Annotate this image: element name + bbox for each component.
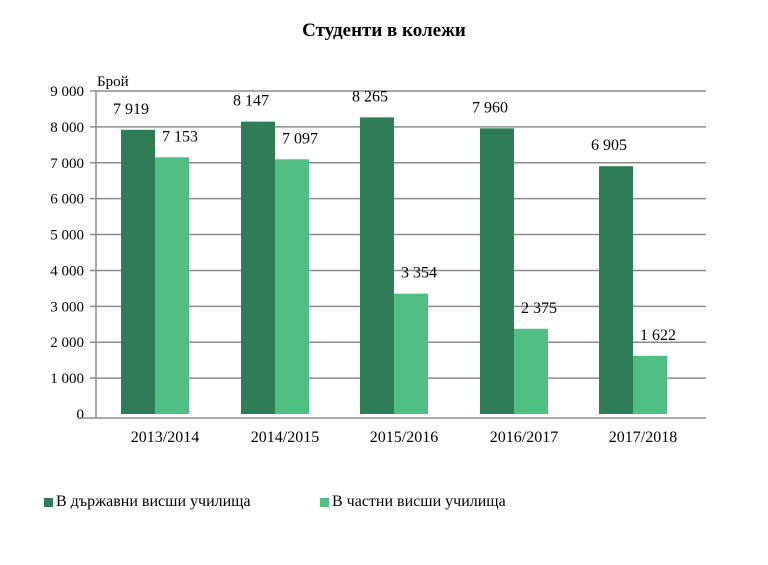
data-label: 1 622 [640,327,676,344]
legend-label-private: В частни висши училища [332,493,506,510]
bar-state [480,128,514,414]
bar-private [394,293,428,414]
y-tick-label: 5 000 [50,228,84,244]
bar-state [360,117,394,415]
data-label: 7 153 [162,128,198,145]
bar-state [599,166,633,414]
legend-item-state: В държавни висши училища [44,493,251,511]
x-tick-label: 2017/2018 [609,429,677,446]
y-tick-label: 7 000 [50,156,84,172]
legend-swatch-private [320,497,329,507]
y-axis-label: Брой [97,74,129,90]
y-tick-label: 3 000 [50,299,84,315]
legend-item-private: В частни висши училища [320,493,506,511]
bar-private [155,157,189,414]
data-label: 8 265 [352,88,388,105]
y-tick-label: 1 000 [50,371,84,387]
bar-private [514,328,548,414]
y-tick-label: 2 000 [50,335,84,351]
y-tick-label: 4 000 [50,263,84,279]
x-tick-label: 2016/2017 [490,429,558,446]
bar-private [275,159,309,414]
legend-swatch-state [44,497,53,507]
x-tick-label: 2015/2016 [370,429,438,446]
data-label: 6 905 [591,137,627,154]
legend-label-state: В държавни висши училища [56,493,251,510]
x-tick-label: 2013/2014 [131,429,199,446]
y-tick-label: 8 000 [50,120,84,136]
y-tick-label: 6 000 [50,192,84,208]
bar-state [121,129,155,414]
data-label: 8 147 [233,93,269,110]
data-label: 7 097 [282,130,318,147]
x-tick-label: 2014/2015 [251,429,319,446]
data-label: 2 375 [521,300,557,317]
y-tick-label: 9 000 [50,84,84,100]
chart-title: Студенти в колежи [302,20,466,41]
data-label: 7 960 [472,99,508,116]
data-label: 7 919 [113,101,149,118]
data-label: 3 354 [401,265,437,282]
bar-private [633,355,667,414]
y-tick-label: 0 [77,407,85,423]
bar-state [241,121,275,414]
